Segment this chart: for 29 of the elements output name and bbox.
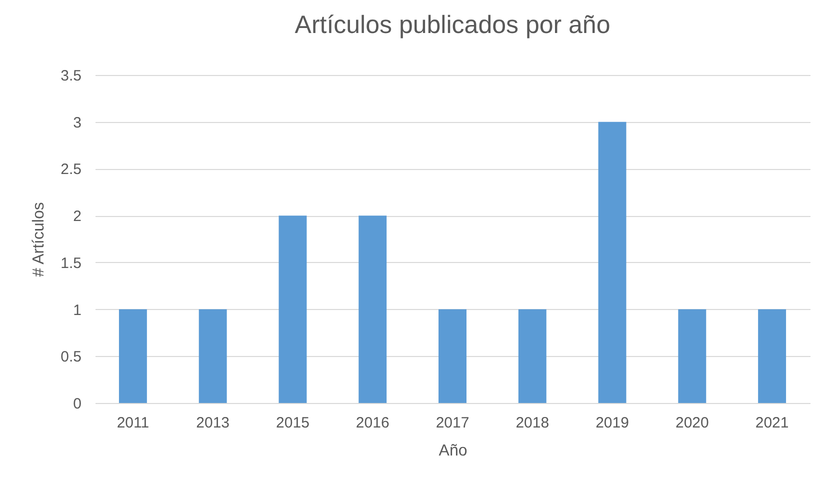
x-tick-label: 2018 — [516, 414, 550, 432]
y-tick-label: 1.5 — [60, 254, 82, 272]
bar — [278, 216, 307, 403]
bar — [678, 309, 706, 403]
y-tick-label: 0 — [73, 396, 82, 412]
bar — [598, 122, 626, 403]
bar — [118, 309, 147, 403]
x-tick-label: 2011 — [116, 414, 150, 432]
x-tick-label: 2021 — [755, 414, 789, 432]
x-tick-label: 2013 — [196, 414, 230, 432]
y-tick-label: 2.5 — [60, 161, 82, 178]
x-tick-label: 2016 — [356, 414, 390, 432]
x-tick-label: 2017 — [436, 414, 470, 432]
y-tick-label: 0.5 — [60, 348, 82, 366]
x-tick-label: 2020 — [675, 414, 709, 432]
chart-title: Artículos publicados por año — [294, 11, 610, 39]
x-tick-label: 2015 — [276, 414, 310, 432]
x-tick-label: 2019 — [596, 414, 629, 432]
y-axis-title: # Artículos — [30, 202, 48, 277]
y-tick-label: 3 — [73, 114, 82, 132]
bar — [438, 309, 466, 403]
bar — [758, 309, 786, 403]
bar — [198, 309, 227, 403]
bar — [518, 309, 546, 403]
x-axis-title: Año — [438, 442, 468, 460]
y-tick-label: 1 — [73, 302, 82, 319]
bar — [358, 216, 387, 403]
y-tick-label: 2 — [73, 208, 82, 226]
y-tick-label: 3.5 — [60, 68, 82, 84]
